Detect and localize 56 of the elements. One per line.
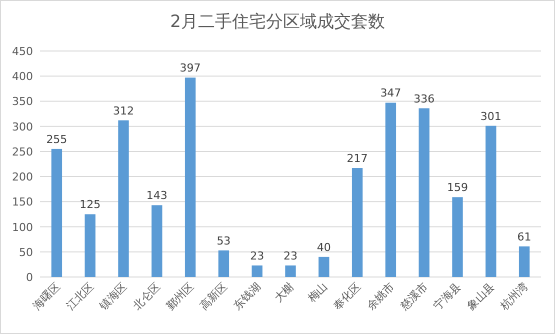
bar <box>252 265 262 277</box>
data-label: 23 <box>250 249 264 262</box>
y-tick-label: 50 <box>19 246 33 259</box>
bar <box>418 108 430 277</box>
x-tick-label: 奉化区 <box>330 280 364 312</box>
data-label: 336 <box>414 92 435 106</box>
bar <box>452 197 463 277</box>
bar <box>152 205 162 277</box>
data-label: 23 <box>284 249 298 262</box>
bar <box>184 78 196 277</box>
data-label: 143 <box>146 189 168 202</box>
x-tick-label: 北仑区 <box>130 280 164 312</box>
x-tick-label: 海曙区 <box>30 280 63 312</box>
bar <box>118 120 129 277</box>
x-tick-label: 余姚市 <box>364 280 397 312</box>
data-label: 347 <box>380 86 402 100</box>
x-tick-label: 慈溪市 <box>396 280 430 314</box>
bar <box>51 148 62 277</box>
x-tick-label: 高新区 <box>197 280 230 312</box>
bar <box>486 126 496 277</box>
y-tick-label: 300 <box>12 120 33 134</box>
data-label: 40 <box>316 240 331 254</box>
y-tick-label: 450 <box>12 45 33 58</box>
bar <box>385 102 396 277</box>
x-tick-label: 大榭 <box>272 280 297 305</box>
y-tick-label: 200 <box>12 170 33 184</box>
y-tick-label: 400 <box>12 70 33 84</box>
data-label: 125 <box>80 198 101 212</box>
x-tick-label: 象山县 <box>464 280 498 312</box>
x-tick-label: 梅山 <box>304 280 330 306</box>
bar <box>352 168 363 277</box>
data-label: 217 <box>346 152 368 166</box>
bar <box>218 250 230 277</box>
bar <box>285 265 296 277</box>
x-tick-label: 东钱湖 <box>230 280 264 312</box>
bar <box>518 246 530 277</box>
data-label: 159 <box>447 181 468 194</box>
data-label: 301 <box>480 110 502 123</box>
bar <box>318 256 330 277</box>
x-tick-label: 鄞州区 <box>164 280 196 312</box>
x-tick-label: 杭州湾 <box>497 280 530 314</box>
x-tick-label: 宁海县 <box>431 280 464 312</box>
y-tick-label: 150 <box>12 196 33 209</box>
x-tick-label: 镇海区 <box>96 280 130 314</box>
data-label: 255 <box>46 132 68 146</box>
bar <box>84 214 96 277</box>
data-label: 61 <box>517 230 532 244</box>
x-tick-label: 江北区 <box>64 280 96 312</box>
chart-title: 2月二手住宅分区域成交套数 <box>170 12 385 32</box>
data-label: 53 <box>216 234 231 248</box>
y-tick-label: 100 <box>12 220 33 234</box>
data-label: 397 <box>180 62 201 75</box>
data-label: 312 <box>113 104 134 118</box>
y-tick-label: 350 <box>12 95 33 108</box>
y-tick-label: 250 <box>12 145 33 158</box>
y-tick-label: 0 <box>26 271 33 284</box>
